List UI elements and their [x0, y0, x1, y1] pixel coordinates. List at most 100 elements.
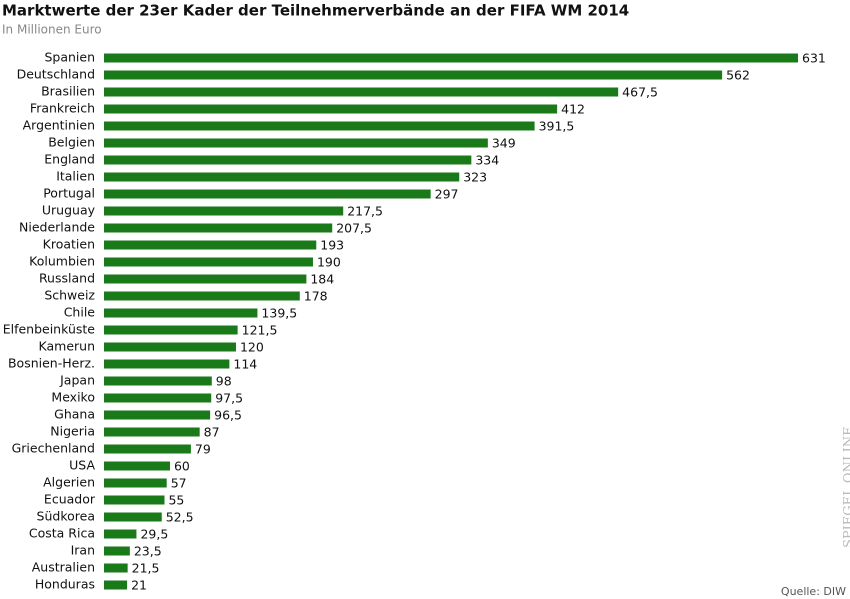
value-label: 207,5	[336, 221, 372, 236]
bar	[104, 206, 344, 216]
bar	[104, 478, 167, 488]
y-tick-label: Italien	[56, 169, 95, 184]
y-tick-label: Elfenbeinküste	[3, 322, 96, 337]
chart-subtitle: In Millionen Euro	[2, 23, 102, 37]
bar	[104, 461, 170, 471]
value-label: 178	[304, 289, 328, 304]
bar	[104, 121, 535, 131]
bar	[104, 155, 472, 165]
y-tick-label: Kolumbien	[29, 254, 95, 269]
bar	[104, 580, 128, 590]
y-tick-label: Spanien	[44, 50, 95, 65]
bar	[104, 53, 798, 63]
bar	[104, 104, 558, 114]
bar	[104, 495, 165, 505]
value-label: 52,5	[166, 510, 194, 525]
value-label: 184	[310, 272, 334, 287]
bar	[104, 546, 130, 556]
y-tick-label: Russland	[39, 271, 95, 286]
value-label: 60	[174, 459, 190, 474]
y-tick-label: Griechenland	[12, 441, 95, 456]
bar	[104, 563, 128, 573]
value-label: 121,5	[242, 323, 278, 338]
y-tick-label: Belgien	[48, 135, 95, 150]
y-tick-label: Uruguay	[42, 203, 96, 218]
bar	[104, 376, 212, 386]
y-tick-label: Frankreich	[30, 101, 95, 116]
bar	[104, 138, 488, 148]
value-label: 29,5	[140, 527, 168, 542]
y-tick-label: Algerien	[43, 475, 95, 490]
value-label: 114	[233, 357, 257, 372]
y-tick-label: Honduras	[35, 577, 95, 592]
value-label: 193	[320, 238, 344, 253]
value-label: 79	[195, 442, 211, 457]
y-tick-label: Iran	[71, 543, 95, 558]
bar	[104, 308, 258, 318]
source: Quelle: DIW	[781, 585, 846, 598]
value-label: 97,5	[215, 391, 243, 406]
y-tick-label: Kroatien	[43, 237, 95, 252]
value-label: 96,5	[214, 408, 242, 423]
value-label: 467,5	[622, 85, 658, 100]
value-label: 87	[204, 425, 220, 440]
bar	[104, 87, 619, 97]
bar	[104, 240, 317, 250]
y-tick-label: Chile	[64, 305, 96, 320]
chart-title: Marktwerte der 23er Kader der Teilnehmer…	[2, 2, 629, 20]
y-tick-label: Ecuador	[44, 492, 96, 507]
value-label: 120	[240, 340, 264, 355]
bar	[104, 291, 300, 301]
y-tick-label: Deutschland	[17, 67, 95, 82]
value-label: 21	[131, 578, 147, 593]
value-label: 217,5	[347, 204, 383, 219]
y-tick-label: Australien	[32, 560, 95, 575]
bar	[104, 529, 137, 539]
value-label: 412	[561, 102, 585, 117]
value-label: 297	[435, 187, 459, 202]
y-tick-label: Nigeria	[50, 424, 95, 439]
bar	[104, 410, 211, 420]
value-label: 323	[463, 170, 487, 185]
y-tick-label: Brasilien	[41, 84, 95, 99]
bar	[104, 342, 236, 352]
value-label: 98	[216, 374, 232, 389]
bar	[104, 325, 238, 335]
value-label: 562	[726, 68, 750, 83]
y-tick-label: Südkorea	[37, 509, 95, 524]
bar	[104, 257, 313, 267]
y-tick-label: Ghana	[54, 407, 95, 422]
value-label: 21,5	[132, 561, 160, 576]
bar	[104, 427, 200, 437]
bar	[104, 223, 333, 233]
bar	[104, 359, 230, 369]
value-label: 190	[317, 255, 341, 270]
y-tick-label: Schweiz	[44, 288, 95, 303]
bar	[104, 172, 460, 182]
bar	[104, 274, 307, 284]
bar	[104, 444, 191, 454]
value-label: 391,5	[539, 119, 575, 134]
watermark: SPIEGEL ONLINE	[842, 426, 850, 548]
bar	[104, 189, 431, 199]
bar	[104, 512, 162, 522]
y-tick-label: Niederlande	[19, 220, 95, 235]
value-label: 55	[168, 493, 184, 508]
y-tick-label: USA	[69, 458, 95, 473]
value-label: 334	[475, 153, 499, 168]
y-tick-label: Bosnien-Herz.	[8, 356, 95, 371]
y-tick-label: Japan	[59, 373, 95, 388]
y-tick-label: Mexiko	[51, 390, 95, 405]
bar	[104, 70, 723, 80]
y-tick-label: Argentinien	[23, 118, 95, 133]
y-tick-label: Portugal	[43, 186, 95, 201]
value-label: 349	[492, 136, 516, 151]
value-label: 57	[171, 476, 187, 491]
value-label: 139,5	[261, 306, 297, 321]
value-label: 23,5	[134, 544, 162, 559]
bar	[104, 393, 212, 403]
y-tick-label: Kamerun	[39, 339, 96, 354]
y-tick-label: England	[44, 152, 95, 167]
y-tick-label: Costa Rica	[29, 526, 95, 541]
